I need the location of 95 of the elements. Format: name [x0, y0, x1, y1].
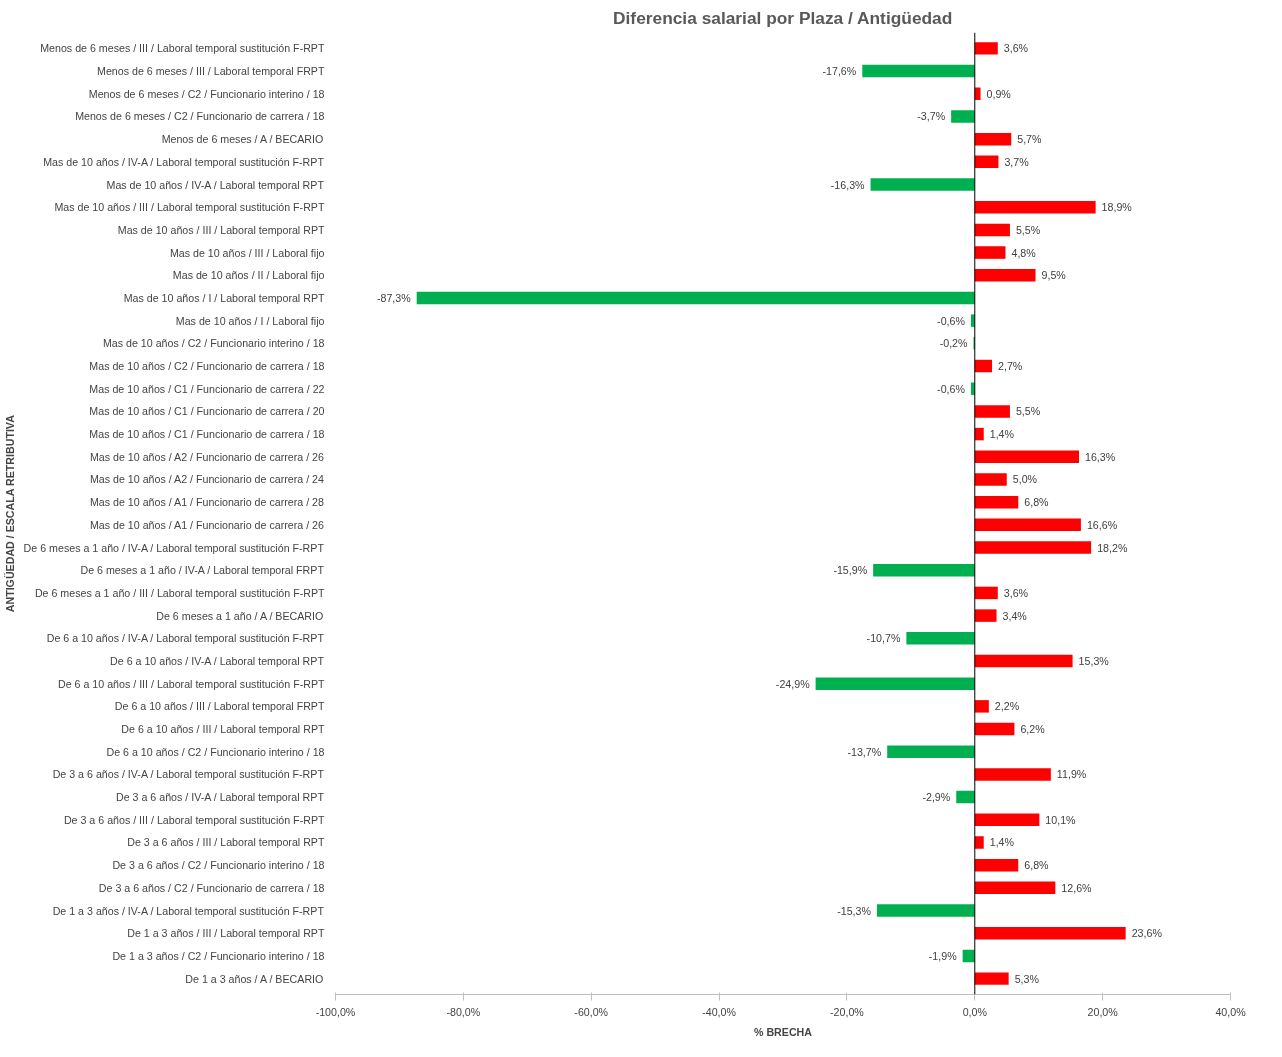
y-tick-label: Mas de 10 años / C1 / Funcionario de carrera / 18 [89, 428, 325, 441]
data-label: 16,6% [1086, 518, 1118, 531]
data-label: -15,9% [833, 564, 868, 577]
y-tick-label: Menos de 6 meses / C2 / Funcionario interino / 18 [88, 87, 325, 100]
y-tick-label: De 6 meses a 1 año / IV-A / Laboral temporal sustitución F-RPT [23, 541, 325, 554]
data-label: -2,9% [922, 791, 951, 804]
y-tick-label: De 3 a 6 años / III / Laboral temporal RPT [127, 836, 325, 849]
data-label: 18,2% [1097, 541, 1128, 554]
data-label: 6,8% [1024, 496, 1050, 509]
data-label: -3,7% [917, 110, 946, 123]
data-label: 18,9% [1101, 201, 1133, 214]
x-tick-label: 0,0% [962, 1005, 988, 1018]
data-label: -87,3% [376, 291, 412, 304]
y-tick-label: De 6 meses a 1 año / IV-A / Laboral temporal FRPT [80, 564, 325, 577]
data-label: -1,9% [928, 949, 958, 962]
data-label: -16,3% [830, 178, 866, 191]
x-tick-label: -40,0% [702, 1005, 737, 1018]
y-tick-label: De 1 a 3 años / A / BECARIO [185, 972, 324, 985]
data-label: 3,4% [1002, 609, 1028, 622]
x-tick-label: -60,0% [574, 1005, 609, 1018]
data-label: 9,5% [1041, 269, 1067, 282]
y-tick-label: De 1 a 3 años / C2 / Funcionario interino / 18 [112, 949, 325, 962]
y-tick-label: Menos de 6 meses / III / Laboral temporal sustitución F-RPT [40, 42, 325, 55]
data-label: 3,6% [1003, 42, 1029, 55]
y-tick-label: Mas de 10 años / I / Laboral fijo [175, 314, 325, 327]
x-tick-label: -100,0% [315, 1005, 356, 1018]
data-label: -0,6% [937, 382, 966, 395]
y-tick-label: De 3 a 6 años / IV-A / Laboral temporal RPT [116, 791, 325, 804]
data-label: 12,6% [1061, 881, 1093, 894]
data-label: 5,3% [1014, 972, 1040, 985]
data-label: 5,7% [1017, 133, 1043, 146]
y-tick-label: Menos de 6 meses / C2 / Funcionario de carrera / 18 [75, 110, 325, 123]
y-tick-label: De 6 meses a 1 año / III / Laboral temporal sustitución F-RPT [34, 586, 325, 599]
data-label: -0,2% [939, 337, 969, 350]
y-tick-label: Mas de 10 años / A2 / Funcionario de carrera / 26 [89, 450, 324, 463]
y-tick-label: Mas de 10 años / III / Laboral temporal RPT [117, 223, 325, 236]
y-tick-label: Mas de 10 años / A2 / Funcionario de carrera / 24 [89, 473, 324, 486]
y-tick-label: De 1 a 3 años / III / Laboral temporal RPT [127, 927, 325, 940]
x-tick-label: -80,0% [446, 1005, 481, 1018]
chart-title: Diferencia salarial por Plaza / Antigüedad [613, 7, 953, 28]
data-label: -17,6% [822, 65, 857, 78]
y-tick-label: Mas de 10 años / IV-A / Laboral temporal RPT [106, 178, 325, 191]
y-tick-label: Mas de 10 años / A1 / Funcionario de carrera / 28 [89, 496, 324, 509]
data-label: 5,0% [1012, 473, 1038, 486]
y-tick-label: Mas de 10 años / C2 / Funcionario interino / 18 [102, 337, 325, 350]
data-label: 11,9% [1056, 768, 1087, 781]
y-tick-label: De 6 a 10 años / III / Laboral temporal FRPT [114, 700, 325, 713]
data-label: 15,3% [1078, 654, 1110, 667]
y-tick-label: De 1 a 3 años / IV-A / Laboral temporal sustitución F-RPT [52, 904, 325, 917]
data-label: -24,9% [775, 677, 811, 690]
x-tick-label: -20,0% [830, 1005, 865, 1018]
data-label: 0,9% [986, 87, 1012, 100]
y-tick-label: De 3 a 6 años / C2 / Funcionario de carrera / 18 [98, 881, 325, 894]
data-label: 1,4% [989, 428, 1015, 441]
data-label: -0,6% [937, 314, 966, 327]
y-tick-label: Menos de 6 meses / III / Laboral temporal FRPT [97, 65, 325, 78]
data-label: 3,6% [1003, 586, 1029, 599]
y-tick-label: De 6 a 10 años / IV-A / Laboral temporal RPT [110, 654, 325, 667]
data-label: 1,4% [989, 836, 1015, 849]
y-tick-label: De 6 meses a 1 año / A / BECARIO [156, 609, 324, 622]
y-tick-label: De 6 a 10 años / III / Laboral temporal sustitución F-RPT [57, 677, 325, 690]
data-label: 3,7% [1004, 155, 1030, 168]
y-tick-label: De 6 a 10 años / IV-A / Laboral temporal sustitución F-RPT [46, 632, 325, 645]
data-label: 6,2% [1020, 723, 1046, 736]
y-tick-label: Mas de 10 años / III / Laboral temporal sustitución F-RPT [54, 201, 325, 214]
y-tick-label: De 3 a 6 años / IV-A / Laboral temporal sustitución F-RPT [52, 768, 325, 781]
y-tick-label: Mas de 10 años / C1 / Funcionario de carrera / 20 [89, 405, 325, 418]
y-tick-label: Mas de 10 años / C2 / Funcionario de carrera / 18 [89, 360, 325, 373]
y-tick-label: Mas de 10 años / III / Laboral fijo [169, 246, 325, 259]
y-tick-label: Mas de 10 años / I / Laboral temporal RPT [123, 291, 325, 304]
y-tick-label: De 3 a 6 años / C2 / Funcionario interino / 18 [112, 859, 325, 872]
y-axis-title: ANTIGÜEDAD / ESCALA RETRIBUTIVA [3, 414, 16, 613]
y-tick-label: De 6 a 10 años / C2 / Funcionario interino / 18 [106, 745, 325, 758]
data-label: 5,5% [1015, 223, 1041, 236]
data-label: -15,3% [837, 904, 872, 917]
y-tick-label: Mas de 10 años / II / Laboral fijo [172, 269, 325, 282]
data-label: 2,7% [998, 360, 1023, 373]
data-label: 2,2% [994, 700, 1020, 713]
data-label: 16,3% [1084, 450, 1116, 463]
y-tick-label: De 6 a 10 años / III / Laboral temporal RPT [121, 723, 325, 736]
data-label: -10,7% [866, 632, 901, 645]
data-label: 5,5% [1015, 405, 1041, 418]
data-label: -13,7% [847, 745, 882, 758]
y-tick-label: Mas de 10 años / C1 / Funcionario de carrera / 22 [89, 382, 325, 395]
data-label: 4,8% [1011, 246, 1037, 259]
data-label: 10,1% [1045, 813, 1077, 826]
x-tick-label: 20,0% [1087, 1005, 1119, 1018]
x-tick-label: 40,0% [1215, 1005, 1247, 1018]
data-label: 6,8% [1024, 859, 1050, 872]
data-label: 23,6% [1131, 927, 1163, 940]
y-tick-label: Mas de 10 años / IV-A / Laboral temporal sustitución F-RPT [43, 155, 325, 168]
y-tick-label: Menos de 6 meses / A / BECARIO [161, 133, 324, 146]
y-tick-label: Mas de 10 años / A1 / Funcionario de carrera / 26 [89, 518, 324, 531]
y-tick-label: De 3 a 6 años / III / Laboral temporal sustitución F-RPT [63, 813, 325, 826]
x-axis-title: % BRECHA [753, 1025, 813, 1038]
